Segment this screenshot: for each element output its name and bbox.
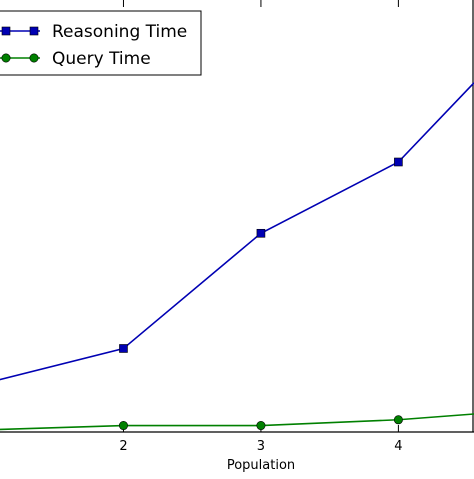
x-tick-label: 4 (394, 439, 402, 454)
x-tick-label: 3 (257, 439, 265, 454)
legend: Reasoning Time Query Time (0, 10, 202, 76)
series-2-point (118, 421, 128, 431)
series-line-2 (0, 413, 474, 431)
legend-marker-1 (29, 26, 39, 36)
legend-marker-2 (1, 53, 11, 63)
legend-marker-1 (1, 26, 11, 36)
x-tick-label: 2 (119, 439, 127, 454)
legend-marker-2 (29, 53, 39, 63)
series-1-point (256, 228, 266, 238)
legend-label-2: Query Time (52, 49, 151, 69)
legend-box (0, 10, 202, 76)
series-1-point (119, 344, 128, 353)
x-axis-label: Population (227, 458, 295, 473)
legend-label-1: Reasoning Time (52, 22, 187, 42)
series-2-point (393, 415, 403, 425)
series-2-point (256, 421, 266, 431)
series-line-1 (0, 82, 474, 381)
series-layer (0, 82, 474, 431)
series-1-point (394, 157, 403, 167)
